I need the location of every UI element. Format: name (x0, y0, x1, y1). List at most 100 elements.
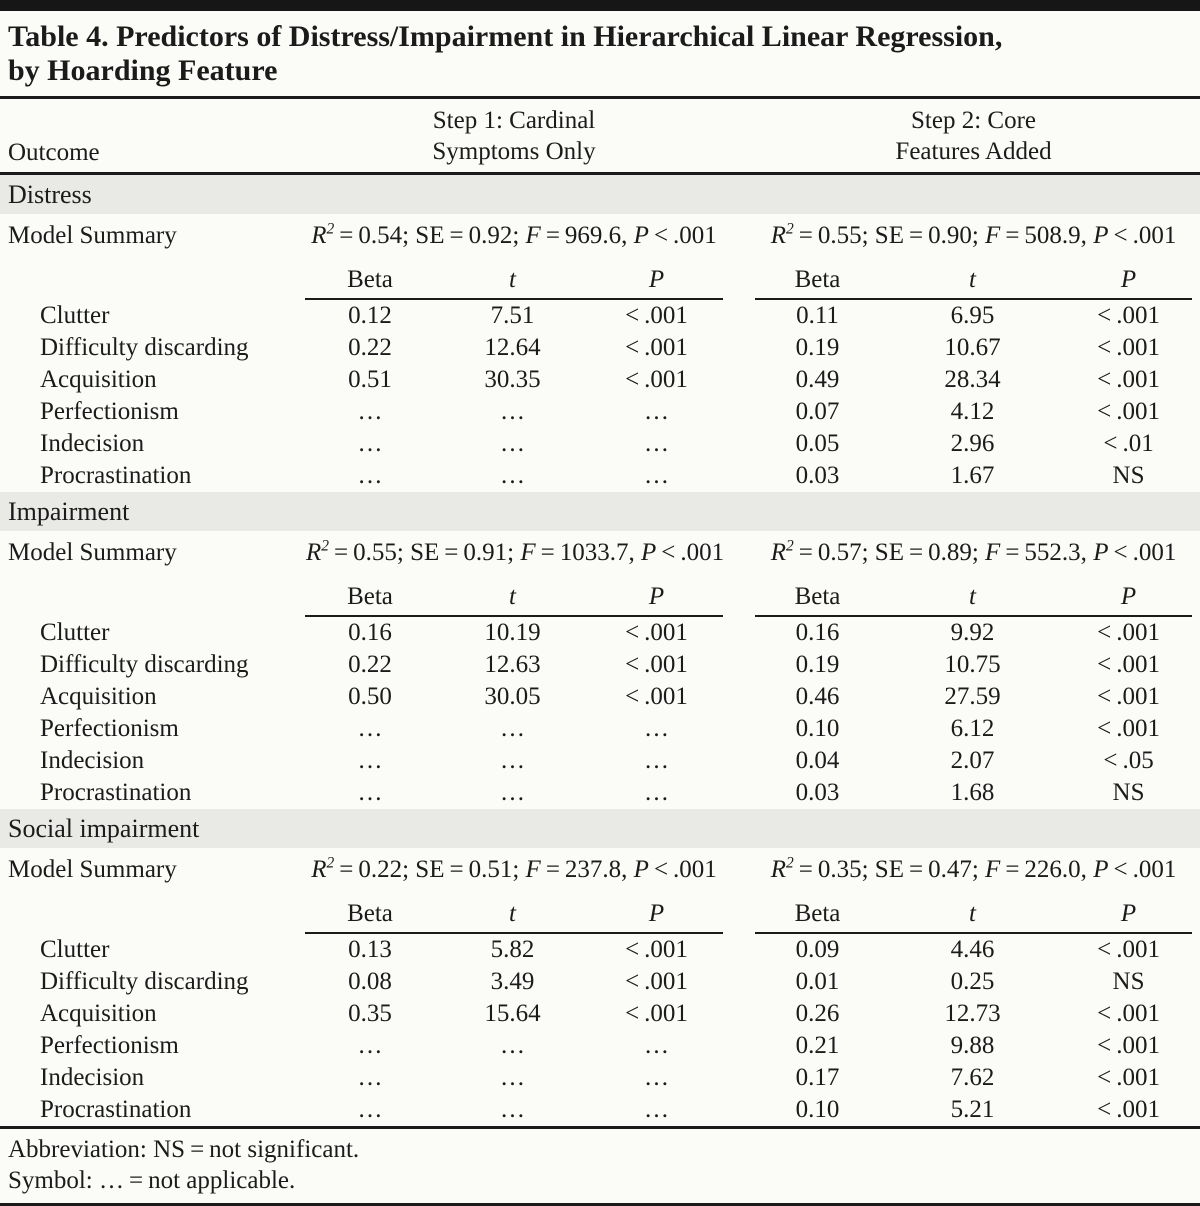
cell-t: 15.64 (484, 1000, 541, 1027)
t-header: t (435, 575, 590, 617)
cell-beta: 0.12 (348, 302, 392, 329)
cell-beta: 0.05 (795, 430, 840, 457)
cell-beta: 0.04 (795, 747, 840, 774)
section-header-row: Distress (0, 173, 1200, 214)
stat-subheader-row: Beta t P Beta t P (0, 258, 1200, 300)
cell-t: 0.25 (950, 968, 995, 995)
cell-beta: 0.19 (795, 651, 840, 678)
summary-segment: < .001 (648, 856, 717, 883)
margin-cell (1192, 892, 1200, 933)
cell-beta: 0.10 (795, 715, 840, 742)
p-header: P (1065, 892, 1193, 934)
table-row: Perfectionism … … … 0.10 6.12 < .001 (0, 713, 1200, 745)
section-label: Social impairment (0, 809, 1200, 848)
gap-cell (723, 258, 755, 299)
model-summary-row: Model Summary R2 = 0.22; SE = 0.51; F = 2… (0, 848, 1200, 892)
cell-t: 5.21 (950, 1096, 995, 1123)
step1-model-summary: R2 = 0.54; SE = 0.92; F = 969.6, P < .00… (305, 214, 723, 258)
section-header-row: Social impairment (0, 809, 1200, 848)
cell-beta: 0.49 (795, 366, 840, 393)
cell-p: < .001 (1097, 683, 1160, 710)
predictor-label: Difficulty discarding (40, 334, 249, 361)
table-row: Procrastination … … … 0.10 5.21 < .001 (0, 1094, 1200, 1126)
margin-cell (1192, 575, 1200, 616)
cell-beta: 0.22 (348, 651, 392, 678)
cell-t: 6.12 (950, 715, 995, 742)
cell-p: … (644, 779, 669, 806)
cell-beta: … (357, 1064, 383, 1091)
cell-p: < .001 (625, 683, 688, 710)
predictor-label: Clutter (40, 618, 110, 646)
summary-segment: R (770, 222, 786, 249)
t-header: t (435, 258, 590, 300)
summary-segment: F (525, 222, 541, 249)
section-header-row: Impairment (0, 492, 1200, 531)
p-header: P (590, 575, 724, 617)
cell-t: … (500, 779, 525, 806)
summary-segment: P (1093, 222, 1109, 249)
cell-beta: 0.16 (795, 619, 840, 646)
cell-t: 10.75 (944, 651, 1001, 678)
beta-header: Beta (305, 258, 435, 300)
cell-beta: … (357, 398, 383, 425)
column-header-row: Outcome Step 1: Cardinal Symptoms Only St… (0, 99, 1200, 175)
cell-p: … (644, 1064, 669, 1091)
footnote-symbol: Symbol: … = not applicable. (8, 1167, 296, 1194)
cell-beta: … (357, 462, 383, 489)
stat-subheader-row: Beta t P Beta t P (0, 892, 1200, 934)
beta-header: Beta (305, 575, 435, 617)
p-header: P (1065, 258, 1193, 300)
gap-cell (723, 460, 755, 492)
summary-segment: F (985, 856, 1001, 883)
gap-cell (723, 681, 755, 713)
top-rule (0, 0, 1200, 11)
model-summary-label: Model Summary (8, 222, 177, 249)
summary-segment: 2 (786, 854, 794, 872)
cell-t: 12.73 (944, 1000, 1001, 1027)
cell-t: 10.19 (484, 619, 541, 646)
summary-segment: = 0.54; SE = 0.92; (334, 222, 526, 249)
gap-cell (723, 745, 755, 777)
table-row: Perfectionism … … … 0.21 9.88 < .001 (0, 1030, 1200, 1062)
gap-cell (723, 998, 755, 1030)
margin-cell (1192, 396, 1200, 428)
margin-cell (1192, 1030, 1200, 1062)
cell-p: < .001 (1097, 619, 1160, 646)
summary-segment: F (985, 222, 1001, 249)
cell-p: < .001 (625, 619, 688, 646)
gap-cell (723, 892, 755, 933)
p-header: P (590, 258, 724, 300)
summary-segment: = 0.55; SE = 0.90; (793, 222, 986, 249)
table-row: Indecision … … … 0.04 2.07 < .05 (0, 745, 1200, 777)
summary-segment: R (770, 539, 786, 566)
summary-segment: R (311, 856, 327, 883)
table-body: Distress Model Summary R2 = 0.54; SE = 0.9… (0, 173, 1200, 1127)
cell-t: … (500, 430, 525, 457)
table-row: Clutter 0.16 10.19 < .001 0.16 9.92 < .001 (0, 616, 1200, 649)
margin-gap (1192, 99, 1200, 175)
cell-p: < .001 (1097, 651, 1160, 678)
beta-header: Beta (755, 575, 881, 617)
gap-cell (723, 396, 755, 428)
gap-cell (723, 1062, 755, 1094)
table-title: Table 4. Predictors of Distress/Impairme… (0, 11, 1200, 99)
margin-cell (1192, 299, 1200, 332)
cell-t: 7.51 (490, 302, 535, 329)
predictor-label: Indecision (40, 1064, 145, 1091)
table-row: Difficulty discarding 0.22 12.63 < .001 0.19… (0, 649, 1200, 681)
margin-cell (1192, 1094, 1200, 1126)
margin-cell (1192, 713, 1200, 745)
t-header: t (435, 892, 590, 934)
cell-p: NS (1112, 968, 1145, 995)
summary-segment: 2 (321, 537, 330, 555)
cell-beta: 0.22 (348, 334, 392, 361)
predictor-label: Indecision (40, 747, 145, 774)
cell-p: < .001 (625, 334, 688, 361)
cell-p: < .001 (1097, 1064, 1160, 1091)
cell-beta: 0.10 (795, 1096, 840, 1123)
cell-beta: … (357, 1032, 383, 1059)
step1-model-summary: R2 = 0.55; SE = 0.91; F = 1033.7, P < .0… (305, 531, 724, 575)
gap-cell (723, 1030, 755, 1062)
cell-t: … (500, 1032, 525, 1059)
cell-beta: … (357, 1096, 383, 1123)
